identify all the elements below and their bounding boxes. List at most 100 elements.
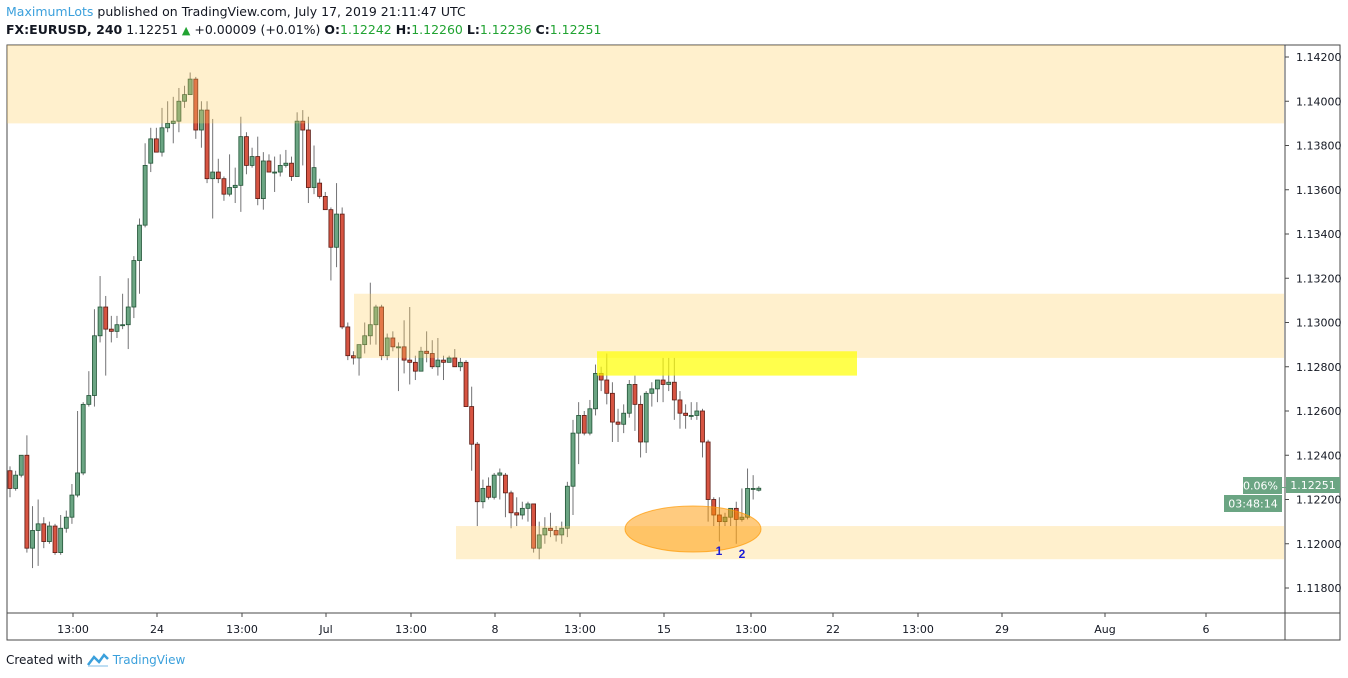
price-axis[interactable]: 1.14200 1.14000 1.13800 1.13600 1.13400 1.132…: [1285, 51, 1342, 595]
candle: [519, 501, 525, 520]
candle-body-down: [604, 379, 610, 394]
candle: [97, 276, 103, 343]
candle-body-up: [334, 213, 339, 248]
candle-body-down: [401, 346, 407, 361]
candle: [384, 333, 390, 361]
candle: [626, 380, 632, 418]
publish-text: published on TradingView.com, July 17, 2…: [93, 4, 466, 19]
time-tick-label: 13:00: [564, 623, 596, 636]
price-tick-label: 1.13600: [1296, 184, 1342, 197]
candle: [328, 207, 334, 281]
candle-body-up: [491, 474, 497, 498]
last-price-text: 1.12251: [1290, 479, 1336, 492]
candle: [300, 110, 306, 166]
candle-body-down: [705, 441, 711, 500]
candle: [435, 337, 441, 376]
candle: [531, 503, 536, 553]
candle: [452, 349, 458, 368]
candle: [114, 315, 120, 338]
candle-body-up: [277, 165, 283, 173]
candle: [643, 391, 649, 454]
candle: [373, 304, 379, 345]
candle: [215, 158, 221, 184]
candle-body-up: [587, 408, 593, 434]
candle: [30, 506, 35, 569]
price-tick-label: 1.14200: [1296, 51, 1342, 64]
candle-body-up: [170, 120, 176, 124]
candle-body-up: [232, 184, 238, 188]
candle: [108, 315, 114, 343]
candle: [390, 331, 396, 352]
open-value: 1.12242: [340, 22, 392, 37]
last-price-badge: [1286, 477, 1340, 493]
candle-body-down: [429, 353, 435, 368]
candle-body-up: [311, 167, 317, 188]
candle-body-down: [322, 195, 328, 211]
candle: [356, 344, 362, 376]
candle-body-down: [153, 138, 159, 153]
symbol-interval[interactable]: FX:EURUSD, 240: [6, 22, 123, 37]
candle: [238, 116, 244, 212]
candle: [463, 360, 469, 407]
support-zone[interactable]: [456, 526, 1284, 560]
zones: [7, 45, 1284, 560]
candle: [92, 309, 97, 407]
candle-body-down: [266, 160, 272, 173]
time-axis[interactable]: 13:00 24 13:00 Jul 13:00 8 13:00 15 13:00 22 13:00…: [57, 613, 1210, 636]
candle: [41, 517, 47, 549]
candle: [345, 322, 351, 361]
candle: [553, 526, 559, 542]
last-price-tag: 0.06% 1.12251 03:48:14: [1224, 477, 1340, 512]
candle-body-down: [407, 359, 413, 363]
supply-zone[interactable]: [7, 45, 1284, 124]
candle-body-up: [655, 379, 660, 390]
candle: [694, 402, 700, 420]
candle-body-down: [345, 326, 351, 357]
time-tick-label: 15: [657, 623, 671, 636]
time-tick-label: 29: [995, 623, 1009, 636]
candle-body-down: [452, 357, 458, 368]
candle: [221, 176, 227, 201]
candle: [412, 355, 418, 381]
resistance-zone[interactable]: [354, 293, 1284, 358]
candle: [142, 143, 148, 228]
time-tick-label: 8: [492, 623, 499, 636]
highlight-zone[interactable]: [597, 351, 857, 376]
percent-change-badge: [1243, 477, 1282, 494]
time-tick-label: 13:00: [57, 623, 89, 636]
candle: [69, 484, 75, 524]
candle-body-down: [193, 78, 199, 131]
candle-body-up: [688, 415, 694, 417]
highlight-ellipse[interactable]: [624, 505, 762, 553]
candle-body-up: [294, 120, 300, 177]
candle-body-down: [508, 492, 514, 514]
candle-body-down: [463, 361, 469, 407]
author-link[interactable]: MaximumLots: [6, 4, 94, 19]
candle-body-up: [649, 388, 655, 394]
candle-body-down: [41, 523, 47, 542]
candle-body-up: [621, 412, 627, 425]
candle-body-down: [255, 156, 261, 199]
candle-body-up: [396, 346, 401, 349]
candle: [469, 386, 475, 471]
candle-body-up: [750, 488, 756, 490]
candle-body-down: [683, 412, 688, 416]
time-tick-label: 24: [150, 623, 164, 636]
candle-body-down: [503, 474, 508, 494]
close-label: C:: [535, 22, 550, 37]
candle: [700, 408, 705, 458]
tradingview-link[interactable]: TradingView: [112, 653, 186, 667]
marker-label-2: 2: [739, 547, 746, 561]
candle-body-down: [289, 162, 294, 177]
candle-body-up: [165, 122, 171, 129]
candle-body-up: [75, 472, 80, 496]
candle-body-down: [305, 129, 311, 188]
candle: [621, 404, 627, 434]
footer: Created with TradingView: [6, 653, 185, 667]
candle-body-up: [576, 415, 582, 434]
candle: [446, 355, 452, 363]
candle: [170, 96, 176, 144]
candle-body-up: [86, 395, 92, 405]
candle-body-up: [373, 306, 379, 326]
